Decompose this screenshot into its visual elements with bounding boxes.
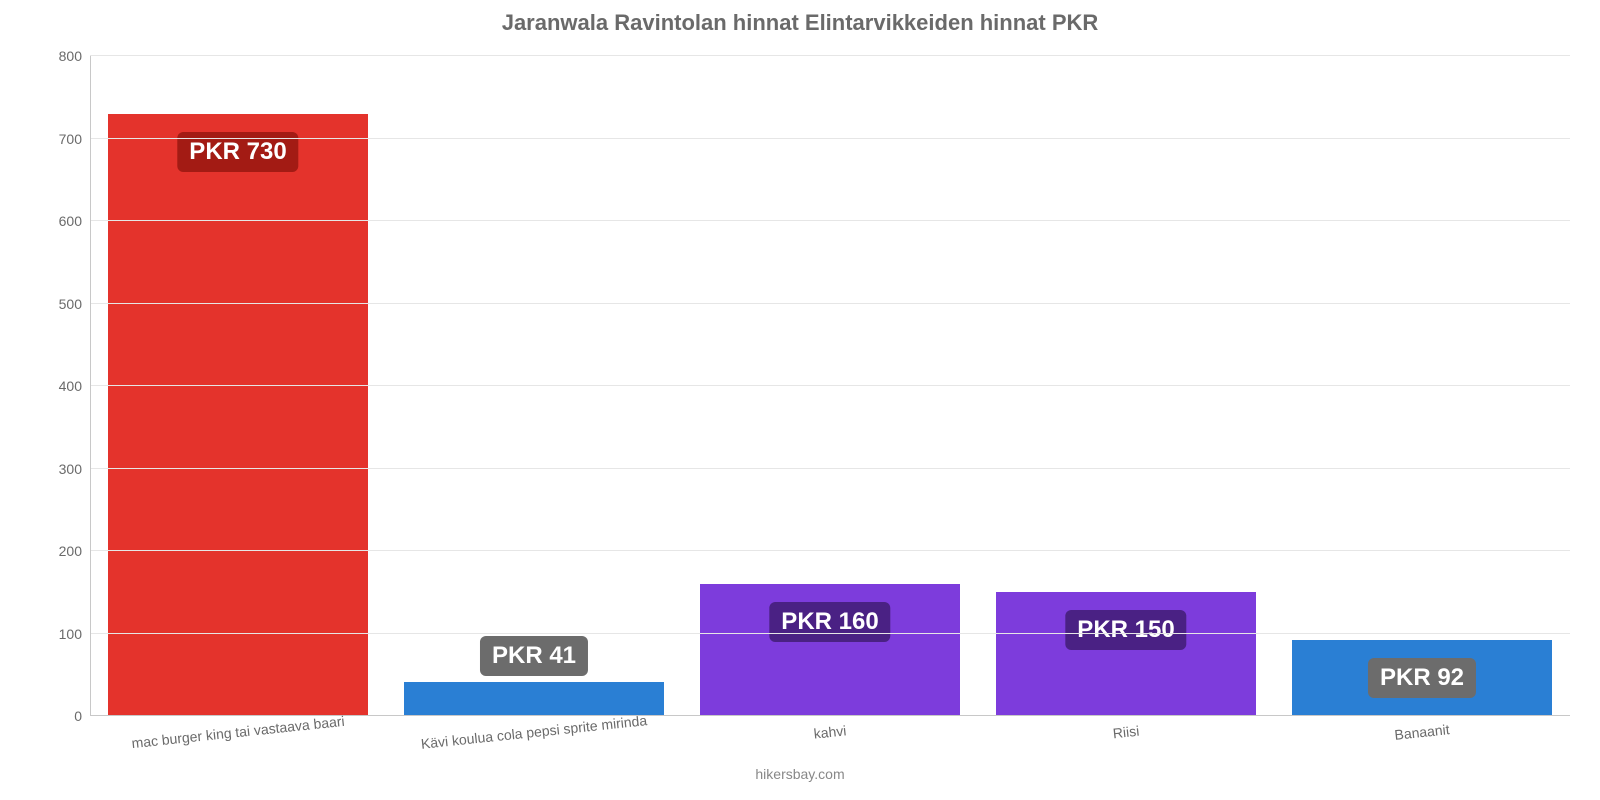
- price-bar-chart: Jaranwala Ravintolan hinnat Elintarvikke…: [0, 0, 1600, 800]
- bar: PKR 150: [996, 592, 1256, 716]
- grid-line: [90, 303, 1570, 304]
- bar: PKR 730: [108, 114, 368, 716]
- bar-value-label: PKR 92: [1368, 658, 1476, 698]
- bar-slot: PKR 160: [682, 56, 978, 716]
- grid-line: [90, 55, 1570, 56]
- grid-line: [90, 550, 1570, 551]
- bar: PKR 92: [1292, 640, 1552, 716]
- y-axis-line: [90, 56, 91, 716]
- bar-slot: PKR 92: [1274, 56, 1570, 716]
- bar-slot: PKR 41: [386, 56, 682, 716]
- grid-line: [90, 633, 1570, 634]
- y-tick-label: 800: [59, 48, 90, 64]
- y-tick-label: 700: [59, 131, 90, 147]
- x-axis-labels: mac burger king tai vastaava baariKävi k…: [90, 724, 1570, 740]
- y-tick-label: 200: [59, 543, 90, 559]
- plot-area: PKR 730PKR 41PKR 160PKR 150PKR 92 010020…: [90, 56, 1570, 716]
- y-tick-label: 600: [59, 213, 90, 229]
- bar-value-label: PKR 160: [769, 602, 890, 642]
- bar-value-label: PKR 41: [480, 636, 588, 676]
- chart-title: Jaranwala Ravintolan hinnat Elintarvikke…: [0, 10, 1600, 36]
- y-tick-label: 300: [59, 461, 90, 477]
- bar: PKR 41: [404, 682, 664, 716]
- grid-line: [90, 385, 1570, 386]
- grid-line: [90, 220, 1570, 221]
- credit-text: hikersbay.com: [0, 766, 1600, 782]
- y-tick-label: 100: [59, 626, 90, 642]
- bar-slot: PKR 150: [978, 56, 1274, 716]
- bar-value-label: PKR 150: [1065, 610, 1186, 650]
- bars-container: PKR 730 PKR 41 PKR 160 PKR 150 PKR 92: [90, 56, 1570, 716]
- y-tick-label: 500: [59, 296, 90, 312]
- bar-slot: PKR 730: [90, 56, 386, 716]
- grid-line: [90, 468, 1570, 469]
- grid-line: [90, 138, 1570, 139]
- bar: PKR 160: [700, 584, 960, 716]
- y-tick-label: 0: [74, 708, 90, 724]
- y-tick-label: 400: [59, 378, 90, 394]
